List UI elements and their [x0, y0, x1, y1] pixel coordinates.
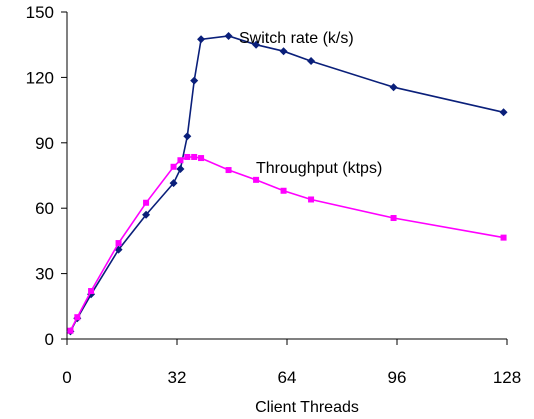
x-tick-label: 128: [493, 368, 521, 387]
throughput-point: [184, 153, 191, 160]
throughput-point: [191, 153, 198, 160]
x-axis-title: Client Threads: [255, 399, 359, 416]
throughput-point: [390, 215, 397, 222]
x-tick-label: 64: [278, 368, 297, 387]
throughput-point: [177, 157, 184, 164]
ticks: 0 30 60 90 120 150 0 32 64 96 128: [26, 3, 522, 387]
x-tick-label: 96: [388, 368, 407, 387]
switch-rate-line: [69, 35, 504, 332]
y-tick-label: 30: [35, 265, 54, 284]
switch-rate-point: [307, 57, 316, 66]
y-tick-label: 60: [35, 199, 54, 218]
throughput-point: [198, 155, 205, 162]
throughput-point: [74, 314, 81, 321]
throughput-point: [253, 176, 260, 183]
throughput-point: [500, 234, 507, 241]
switch-rate-point: [499, 108, 508, 117]
throughput-point: [115, 240, 122, 247]
y-tick-label: 150: [26, 3, 54, 22]
y-tick-label: 90: [35, 134, 54, 153]
throughput-point: [225, 167, 232, 174]
switch-rate-point: [190, 76, 199, 85]
throughput-point: [67, 327, 74, 334]
throughput-point: [280, 187, 287, 194]
switch-rate-point: [389, 83, 398, 92]
y-tick-label: 120: [26, 68, 54, 87]
series-group: [66, 31, 508, 336]
x-tick-label: 0: [62, 368, 71, 387]
series-labels: Switch rate (k/s) Throughput (ktps): [239, 30, 382, 177]
throughput-point: [88, 288, 95, 295]
y-tick-label: 0: [45, 330, 54, 349]
switch-rate-series-label: Switch rate (k/s): [239, 30, 354, 47]
x-tick-label: 32: [168, 368, 187, 387]
switch-rate-point: [279, 47, 288, 56]
throughput-line: [69, 156, 504, 332]
switch-rate-point: [224, 31, 233, 40]
switch-rate-point: [197, 35, 206, 44]
throughput-point: [143, 199, 150, 206]
switch-rate-point: [176, 164, 185, 173]
throughput-series-label: Throughput (ktps): [256, 160, 382, 177]
throughput-point: [170, 163, 177, 170]
switch-rate-point: [183, 132, 192, 141]
switch-rate-point: [169, 179, 178, 188]
throughput-point: [308, 196, 315, 203]
switch-rate-point: [142, 210, 151, 219]
switch-rate-point: [252, 40, 261, 49]
